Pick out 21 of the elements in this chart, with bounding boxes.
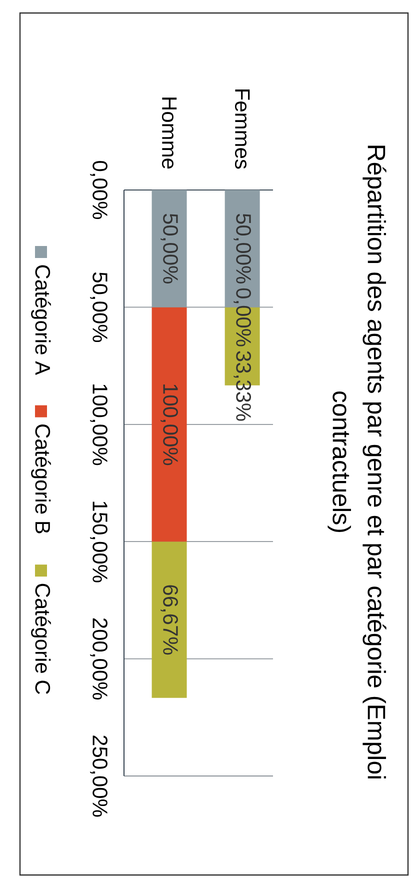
data-label: 50,00% <box>160 214 178 284</box>
legend-label: Catégorie C <box>31 584 51 694</box>
y-tick-label: 100,00% <box>90 384 108 466</box>
data-label: 66,67% <box>160 585 178 655</box>
data-label: 33,33% <box>234 351 252 421</box>
bar <box>152 542 187 698</box>
y-tick-label: 150,00% <box>90 502 108 582</box>
data-label: 0,00% <box>234 288 252 346</box>
data-label: 50,00% <box>234 214 252 284</box>
legend-label: Catégorie A <box>31 265 51 375</box>
data-label: 100,00% <box>160 384 178 466</box>
bar <box>152 307 187 542</box>
x-tick-label: Homme <box>162 98 177 169</box>
y-tick-label: 50,00% <box>90 272 108 342</box>
x-tick-label: Femmes <box>235 90 250 169</box>
y-tick-label: 0,00% <box>90 161 108 220</box>
y-tick-label: 200,00% <box>90 618 108 700</box>
bar <box>152 190 187 308</box>
y-tick-label: 250,00% <box>90 736 108 817</box>
legend-label: Catégorie B <box>31 424 51 534</box>
text: Répartition des agents par genre et par catégorie (Emploi contractuels) <box>328 146 386 778</box>
